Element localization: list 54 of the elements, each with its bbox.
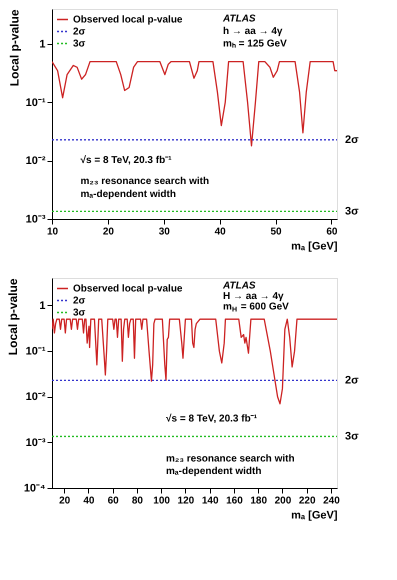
y-tick-label: 10⁻² xyxy=(26,391,46,404)
x-axis-title: mₐ [GeV] xyxy=(291,240,338,252)
x-tick-label: 200 xyxy=(274,496,292,506)
annotation: H → aa → 4γ xyxy=(223,290,284,302)
x-tick-label: 20 xyxy=(59,496,71,506)
y-tick-label: 10⁻³ xyxy=(26,214,46,226)
text: 3σ xyxy=(73,308,86,318)
legend-label: Observed local p-value xyxy=(73,284,183,294)
x-tick-label: 30 xyxy=(158,226,170,238)
x-tick-label: 220 xyxy=(298,496,316,506)
legend-label: Observed local p-value xyxy=(73,14,183,26)
y-tick-label: 10⁻⁴ xyxy=(24,482,46,494)
text: 2σ xyxy=(73,296,86,306)
y-tick-label: 10⁻² xyxy=(26,155,46,168)
line-series xyxy=(52,61,337,146)
x-tick-label: 160 xyxy=(226,496,244,506)
x-tick-label: 100 xyxy=(153,496,170,506)
y-tick-label: 10⁻³ xyxy=(26,436,46,449)
x-tick-label: 60 xyxy=(326,226,338,238)
ref-line-label: 2σ xyxy=(345,374,360,386)
y-tick-label: 1 xyxy=(39,38,46,51)
annotation: m₂₃ resonance search with xyxy=(80,176,210,188)
x-tick-label: 80 xyxy=(132,496,144,506)
x-tick-label: 40 xyxy=(214,226,226,238)
y-tick-label: 10⁻¹ xyxy=(26,96,46,109)
y-axis-title: Local p-value xyxy=(6,278,20,356)
x-axis-title: mₐ [GeV] xyxy=(291,510,338,522)
annotation: √s = 8 TeV, 20.3 fb⁻¹ xyxy=(166,414,258,425)
x-tick-label: 10 xyxy=(46,226,58,238)
annotation: ATLAS xyxy=(222,280,256,292)
x-tick-label: 60 xyxy=(108,496,120,506)
annotation: √s = 8 TeV, 20.3 fb⁻¹ xyxy=(80,155,172,166)
x-tick-label: 120 xyxy=(178,496,195,506)
y-axis-title: Local p-value xyxy=(8,9,22,86)
annotation: h → aa → 4γ xyxy=(223,26,283,38)
line-series xyxy=(52,318,337,404)
annotation: m₂₃ resonance search with xyxy=(166,454,295,465)
text: 2σ xyxy=(73,26,86,38)
ref-line-label: 3σ xyxy=(345,205,360,218)
text: 3σ xyxy=(73,38,86,50)
x-tick-label: 20 xyxy=(102,226,114,238)
ref-line-label: 2σ xyxy=(345,134,360,146)
x-tick-label: 180 xyxy=(250,496,268,506)
y-tick-label: 1 xyxy=(39,300,46,312)
y-tick-label: 10⁻¹ xyxy=(26,346,46,358)
x-tick-label: 240 xyxy=(323,496,340,506)
x-tick-label: 40 xyxy=(83,496,95,506)
x-tick-label: 140 xyxy=(202,496,219,506)
annotation: mₐ-dependent width xyxy=(166,466,262,478)
annotation: ATLAS xyxy=(222,13,256,24)
x-tick-label: 50 xyxy=(270,226,282,238)
annotation: mₐ-dependent width xyxy=(80,188,176,200)
annotation: mₕ = 125 GeV xyxy=(223,38,288,50)
ref-line-label: 3σ xyxy=(345,430,360,442)
